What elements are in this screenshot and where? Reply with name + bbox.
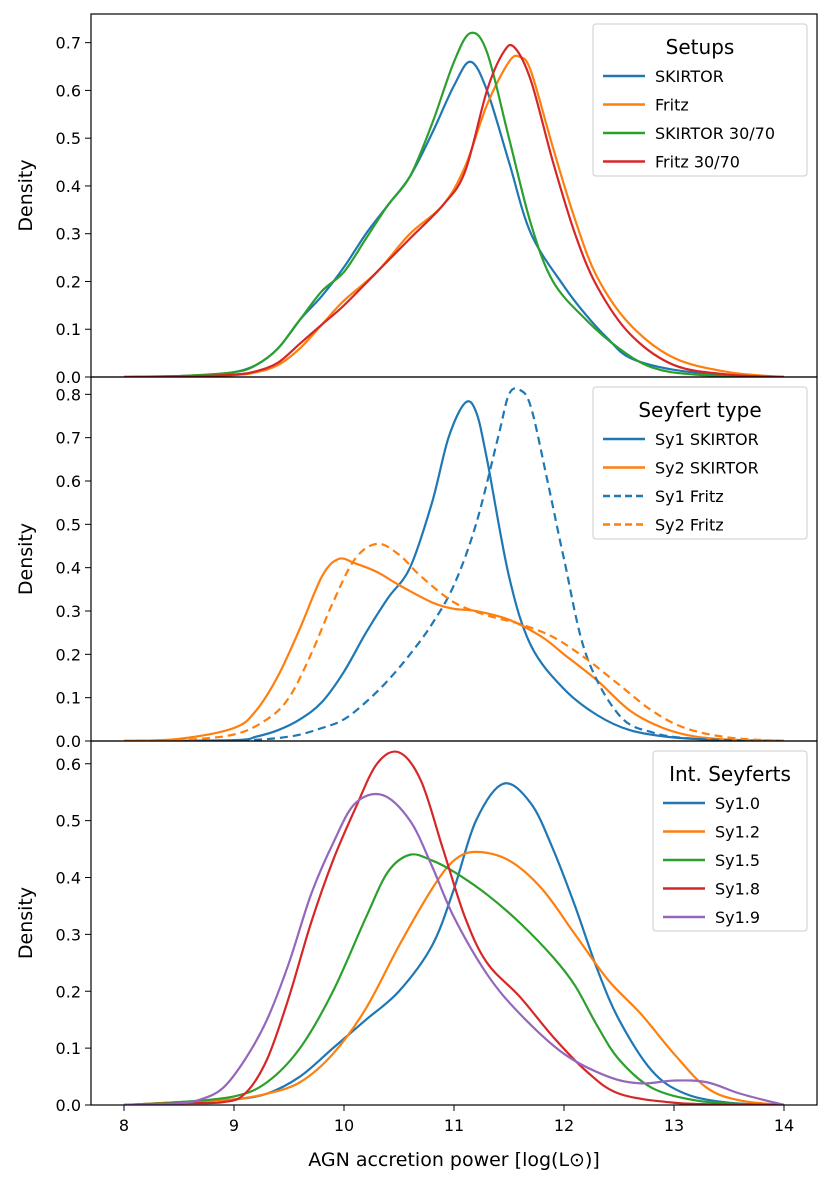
series-group	[123, 387, 785, 741]
legend-box	[652, 750, 808, 932]
series-line-sy1-2	[123, 850, 785, 1105]
legend-title: Int. Seyferts	[669, 762, 791, 786]
series-line-sy1-fritz	[123, 387, 785, 741]
legend-entry-label: Sy1.2	[715, 823, 760, 842]
legend-entry-label: Fritz	[655, 96, 689, 115]
y-tick-label: 0.5	[56, 515, 81, 534]
legend-entry-label: Sy1 Fritz	[655, 487, 724, 506]
y-tick-label: 0.5	[56, 812, 81, 831]
series-line-skirtor-30-70	[123, 31, 785, 377]
x-tick-label: 12	[554, 1116, 574, 1135]
y-tick-label: 0.2	[56, 272, 81, 291]
y-tick-label: 0.6	[56, 472, 81, 491]
legend-entry-label: Sy2 SKIRTOR	[655, 459, 759, 478]
y-axis-title: Density	[15, 523, 37, 595]
y-tick-label: 0.6	[56, 81, 81, 100]
y-tick-label: 0.1	[56, 689, 81, 708]
series-line-sy1-5	[123, 853, 785, 1105]
legend-entry-label: Fritz 30/70	[655, 153, 740, 172]
y-tick-label: 0.7	[56, 34, 81, 53]
chart-panel-1: 0.0 0.1 0.2 0.3 0.4 0.5 0.6 0.7 Density Setups SKI…	[15, 13, 818, 387]
y-tick-label: 0.2	[56, 982, 81, 1001]
legend: Int. Seyferts Sy1.0 Sy1.2 Sy1.5 Sy1.8 Sy1.9	[652, 750, 808, 932]
x-tick-label: 10	[334, 1116, 354, 1135]
series-line-fritz-30-70	[123, 43, 785, 377]
legend-title: Seyfert type	[638, 398, 761, 422]
y-tick-label: 0.4	[56, 559, 81, 578]
series-line-sy2-skirtor	[123, 557, 785, 741]
x-tick-label: 14	[774, 1116, 794, 1135]
y-tick-label: 0.3	[56, 925, 81, 944]
series-line-sy2-fritz	[123, 542, 785, 741]
x-tick-label: 13	[664, 1116, 684, 1135]
y-tick-label: 0.1	[56, 1039, 81, 1058]
legend-entry-label: Sy1.0	[715, 794, 760, 813]
y-tick-label: 0.3	[56, 225, 81, 244]
y-tick-label: 0.3	[56, 602, 81, 621]
y-tick-label: 0.1	[56, 320, 81, 339]
y-tick-label: 0.6	[56, 755, 81, 774]
y-tick-label: 0.8	[56, 385, 81, 404]
legend-entry-label: Sy1 SKIRTOR	[655, 430, 759, 449]
x-axis-title: AGN accretion power [log(L⊙)]	[308, 1149, 600, 1171]
legend-title: Setups	[666, 35, 735, 59]
y-axis-title: Density	[15, 159, 37, 231]
legend-entry-label: Sy1.9	[715, 908, 760, 927]
legend-entry-label: SKIRTOR	[655, 67, 724, 86]
x-tick-label: 8	[119, 1116, 129, 1135]
legend-box	[592, 386, 808, 540]
legend-box	[592, 23, 808, 177]
series-group	[123, 750, 785, 1105]
series-line-sy1-skirtor	[123, 400, 785, 741]
series-group	[123, 31, 785, 377]
y-tick-label: 0.7	[56, 429, 81, 448]
legend: Seyfert type Sy1 SKIRTOR Sy2 SKIRTOR Sy1 Fr…	[592, 386, 808, 540]
chart-panel-2: 0.0 0.1 0.2 0.3 0.4 0.5 0.6 0.7 0.8 Density Seyfer…	[15, 376, 818, 751]
legend-entry-label: Sy1.8	[715, 880, 760, 899]
series-line-sy1-0	[123, 782, 785, 1105]
y-tick-label: 0.0	[56, 732, 81, 751]
legend-entry-label: SKIRTOR 30/70	[655, 124, 775, 143]
x-tick-label: 11	[444, 1116, 464, 1135]
y-tick-label: 0.2	[56, 645, 81, 664]
series-line-fritz	[123, 54, 785, 377]
y-tick-label: 0.0	[56, 368, 81, 387]
y-tick-label: 0.4	[56, 177, 81, 196]
legend-entry-label: Sy1.5	[715, 851, 760, 870]
series-line-sy1-9	[123, 792, 785, 1105]
y-axis-title: Density	[15, 887, 37, 959]
y-tick-label: 0.5	[56, 129, 81, 148]
y-tick-label: 0.4	[56, 869, 81, 888]
chart-panel-3: 0.0 0.1 0.2 0.3 0.4 0.5 0.6 Density 8 9 10 11 12 13 14…	[15, 740, 818, 1135]
x-tick-label: 9	[229, 1116, 239, 1135]
y-tick-label: 0.0	[56, 1096, 81, 1115]
legend: Setups SKIRTOR Fritz SKIRTOR 30/70 Fritz 30/…	[592, 23, 808, 177]
legend-entry-label: Sy2 Fritz	[655, 516, 724, 535]
series-line-sy1-8	[123, 750, 785, 1105]
